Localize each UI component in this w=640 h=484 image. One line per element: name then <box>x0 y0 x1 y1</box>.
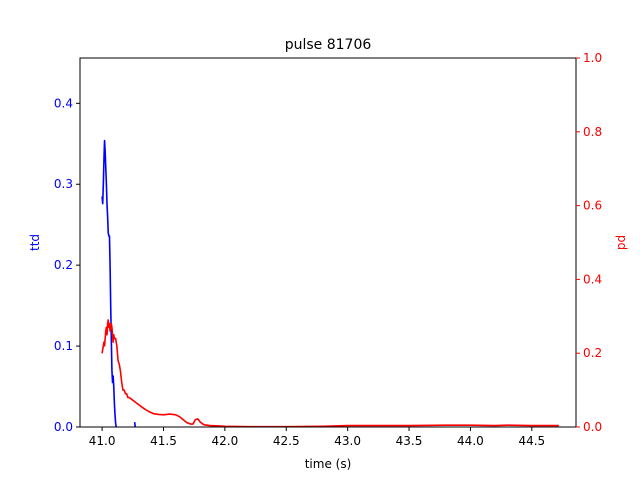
x-axis-label: time (s) <box>305 457 352 471</box>
y-left-tick-label: 0.1 <box>54 339 73 353</box>
plot-frame <box>79 57 577 428</box>
y-axis-left: 0.0 0.1 0.2 0.3 0.4 <box>54 96 80 434</box>
x-tick-label: 41.0 <box>89 434 116 448</box>
y-right-tick-label: 1.0 <box>583 51 602 65</box>
y-left-tick-label: 0.3 <box>54 177 73 191</box>
x-tick-label: 44.0 <box>457 434 484 448</box>
x-tick-label: 42.0 <box>212 434 239 448</box>
y-left-tick-label: 0.2 <box>54 258 73 272</box>
x-tick-label: 43.0 <box>334 434 361 448</box>
chart-title: pulse 81706 <box>285 37 372 53</box>
y-right-tick-label: 0.0 <box>583 420 602 434</box>
x-tick-label: 44.5 <box>518 434 545 448</box>
y-axis-right-label: pd <box>614 235 628 250</box>
y-right-tick-label: 0.4 <box>583 272 602 286</box>
y-axis-left-label: ttd <box>28 234 42 251</box>
ttd-series-line <box>133 422 137 428</box>
y-right-tick-label: 0.8 <box>583 125 602 139</box>
x-tick-label: 43.5 <box>396 434 423 448</box>
ttd-series-line <box>101 139 118 428</box>
y-left-tick-label: 0.4 <box>54 96 73 110</box>
y-left-tick-label: 0.0 <box>54 420 73 434</box>
x-tick-label: 42.5 <box>273 434 300 448</box>
y-axis-right: 0.0 0.2 0.4 0.6 0.8 1.0 <box>576 51 602 434</box>
x-tick-label: 41.5 <box>150 434 177 448</box>
y-right-tick-label: 0.6 <box>583 199 602 213</box>
x-axis: 41.0 41.5 42.0 42.5 43.0 43.5 44.0 44.5 <box>89 427 545 448</box>
y-right-tick-label: 0.2 <box>583 346 602 360</box>
